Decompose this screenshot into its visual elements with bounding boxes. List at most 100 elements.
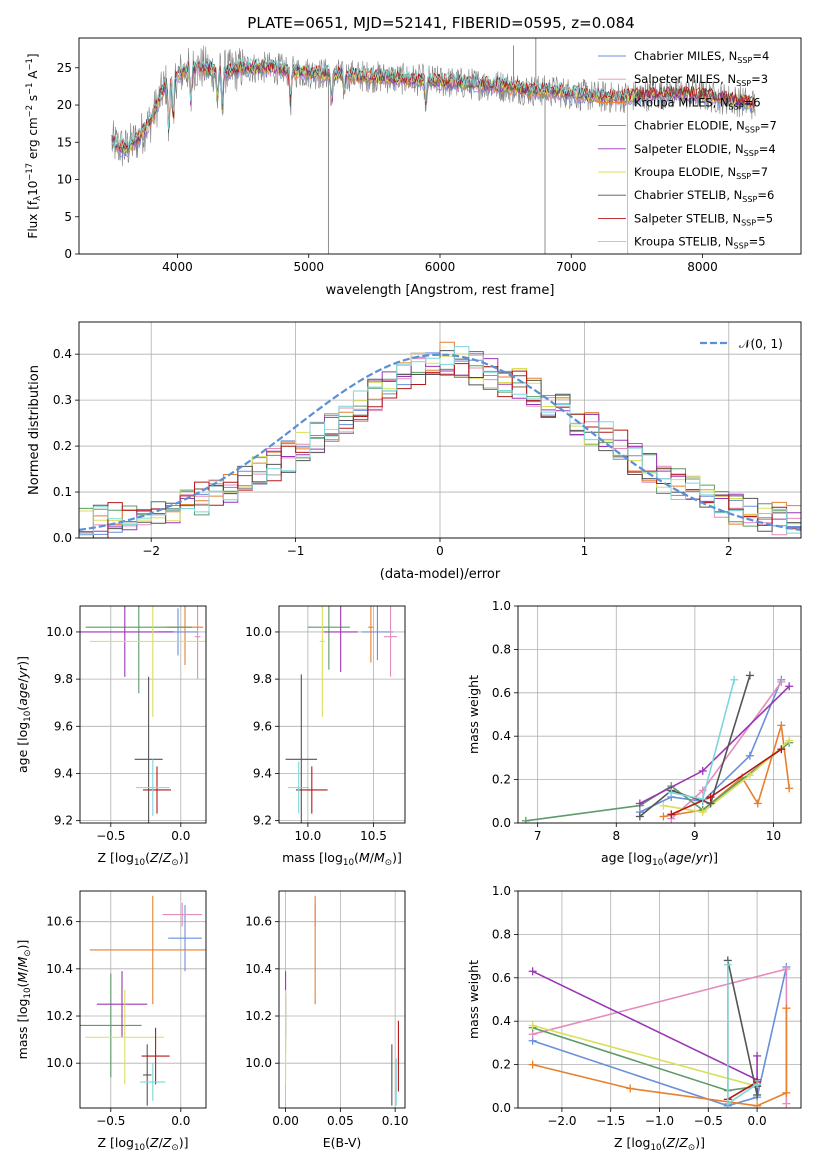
label-part: yr (695, 850, 709, 865)
y-tick-label: 9.4 (253, 766, 272, 780)
label-part: −1 (24, 83, 34, 95)
x-tick-label: 0.0 (748, 1114, 767, 1128)
y-tick-label: 10.6 (46, 915, 73, 929)
y-tick-label: 0.4 (53, 347, 72, 361)
label-part: SSP (729, 102, 744, 111)
label-part: SSP (734, 242, 749, 251)
y-tick-label: 0.2 (492, 1058, 511, 1072)
label-part: ( (354, 850, 359, 865)
y-tick-label: 10.4 (46, 962, 73, 976)
legend-entry: 𝒩(0, 1) (739, 337, 783, 351)
y-tick-label: 15 (57, 135, 72, 149)
x-tick-label: −0.5 (694, 1114, 723, 1128)
label-part: )] (179, 850, 189, 865)
x-tick-label: −2 (142, 544, 160, 558)
label-part: ⊙ (385, 858, 392, 868)
y-tick-label: 0.0 (53, 531, 72, 545)
label-part: 10 (134, 1143, 145, 1153)
label-part: Chabrier STELIB, N (634, 188, 742, 202)
label-part: s (26, 95, 40, 105)
label-part: M (15, 957, 30, 968)
label-part: Salpeter MILES, N (634, 72, 736, 86)
y-tick-label: 9.2 (54, 814, 73, 828)
label-part: Kroupa MILES, N (634, 95, 729, 109)
panel-xlabel: age [log10(age/yr)] (601, 850, 718, 868)
x-tick-label: 1 (581, 544, 589, 558)
label-part: =5 (749, 235, 766, 249)
normal-curve (79, 353, 801, 531)
label-part: M (374, 850, 385, 865)
spectrum-xlabel: wavelength [Angstrom, rest frame] (326, 283, 555, 298)
mass-vs-reddening-panel: 0.00 0.05 0.10 10.0 10.2 10.4 10.6 E(B-V) (245, 890, 408, 1150)
histogram-step (79, 350, 801, 538)
y-tick-label: 0.2 (492, 773, 511, 787)
spectrum-title: PLATE=0651, MJD=52141, FIBERID=0595, z=0… (247, 14, 634, 32)
axes-frame (278, 890, 406, 1109)
spectrum-panel: 4000 5000 6000 7000 8000 0 5 10 15 20 25 wavelength… (24, 37, 802, 298)
label-part: =6 (757, 188, 774, 202)
label-part: =6 (744, 95, 761, 109)
label-part: Z (149, 1135, 159, 1150)
plot-area (521, 671, 794, 823)
y-tick-label: 10.2 (46, 1009, 73, 1023)
legend-entry: Kroupa ELODIE, NSSP=7 (634, 165, 768, 181)
y-tick-label: 0.4 (492, 1014, 511, 1028)
panel-ylabel: mass [log10(M/M⊙)] (15, 940, 33, 1060)
label-part: Flux [f (26, 200, 40, 238)
label-part: ( (145, 1135, 150, 1150)
label-part: / (159, 850, 164, 865)
label-part: SSP (742, 195, 757, 204)
label-part: ( (15, 706, 30, 711)
y-tick-label: 10 (57, 173, 72, 187)
plot-area (79, 341, 801, 538)
age-vs-metallicity-panel: −0.5 0.09.29.49.69.810.0Z [log10(Z/Z⊙)]ag… (15, 605, 207, 868)
mass-weight-vs-metallicity-panel: −2.0 −1.5 −1.0 −0.5 0.0 0.0 0.2 0.4 0.6 0.8 1.0 Z [… (466, 884, 802, 1153)
label-part: =4 (752, 49, 769, 63)
label-part: Salpeter STELIB, N (634, 211, 741, 225)
label-part: =3 (751, 72, 768, 86)
weight-line (727, 1081, 758, 1100)
label-part: ⊙ (688, 1143, 695, 1153)
histogram-step (79, 363, 801, 538)
legend-entry: Salpeter ELODIE, NSSP=4 (634, 142, 776, 158)
y-tick-label: 20 (57, 98, 72, 112)
x-tick-label: −1.0 (645, 1114, 674, 1128)
label-part: 10 (134, 858, 145, 868)
x-tick-label: 0.00 (272, 1114, 299, 1128)
label-part: ( (15, 983, 30, 988)
label-part: SSP (736, 172, 751, 181)
label-part: 10 (26, 181, 40, 196)
legend-entry: Salpeter MILES, NSSP=3 (634, 72, 768, 88)
y-tick-label: 0.0 (492, 816, 511, 830)
label-part: )] (695, 1135, 705, 1150)
hist-xlabel: (data-model)/error (380, 567, 501, 582)
label-part: Z (678, 1135, 688, 1150)
panel-ylabel: mass weight (466, 960, 481, 1039)
x-tick-label: 8000 (687, 260, 718, 274)
label-part: E(B-V) (323, 1135, 362, 1150)
panel-xlabel: mass [log10(M/M⊙)] (282, 850, 402, 868)
label-part: / (15, 967, 30, 972)
y-tick-label: 0.3 (53, 393, 72, 407)
y-tick-label: 0.4 (492, 729, 511, 743)
label-part: −2 (24, 105, 34, 117)
label-part: ( (663, 850, 668, 865)
label-part: erg cm (26, 117, 40, 163)
label-part: A (26, 70, 40, 83)
x-tick-label: 10.0 (295, 829, 322, 843)
label-part: Kroupa ELODIE, N (634, 165, 736, 179)
axes-frame (517, 890, 802, 1109)
plot-area (285, 606, 398, 823)
y-tick-label: 10.4 (245, 962, 272, 976)
panel-xlabel: E(B-V) (323, 1135, 362, 1150)
y-tick-label: 9.8 (54, 672, 73, 686)
label-part: age (668, 850, 692, 865)
legend-entry: Kroupa STELIB, NSSP=5 (634, 235, 766, 251)
x-tick-label: −0.5 (96, 1114, 125, 1128)
y-tick-label: 0.6 (492, 971, 511, 985)
label-part: )] (15, 940, 30, 950)
y-tick-label: 10.0 (245, 1056, 272, 1070)
label-part: Z (162, 1135, 172, 1150)
